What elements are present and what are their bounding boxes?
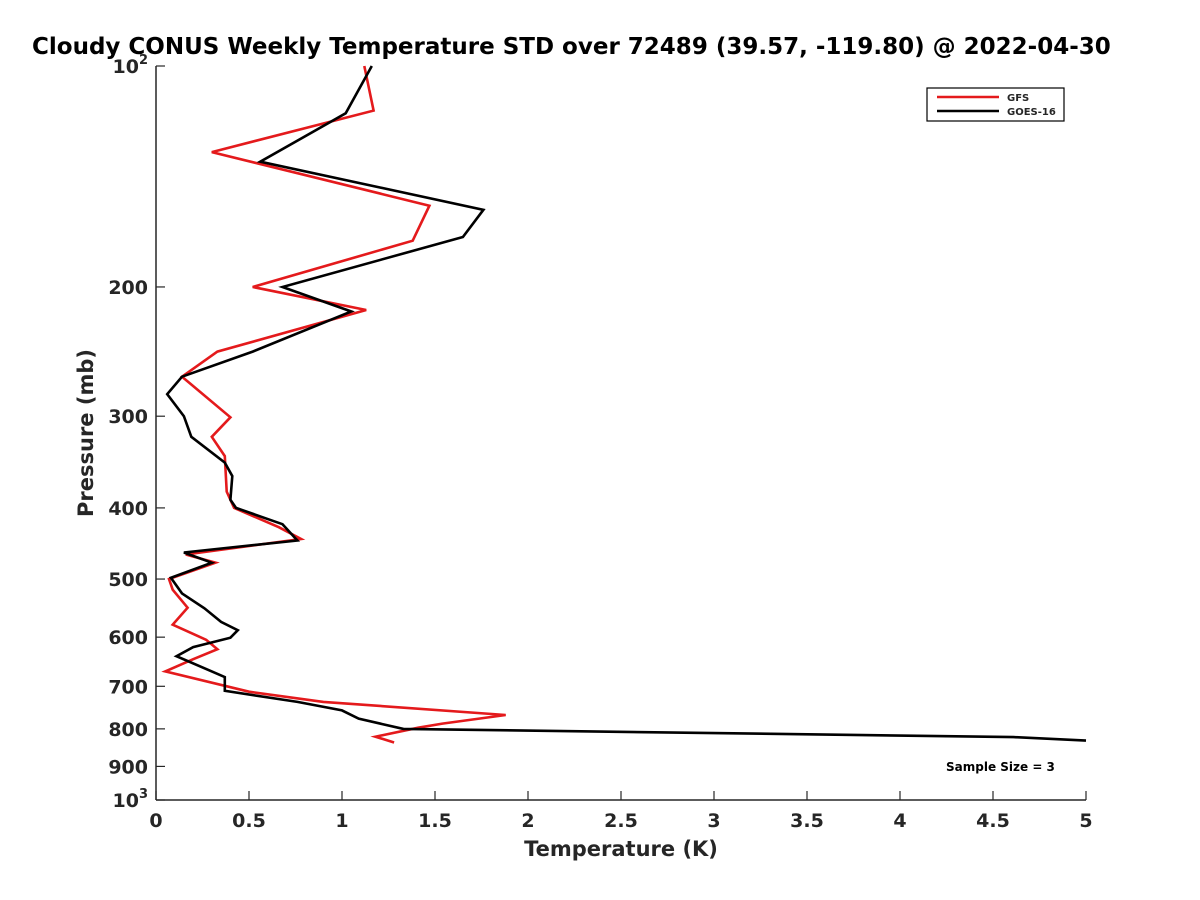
y-tick-label-exponent: 2 (139, 53, 148, 68)
x-tick-label: 3 (707, 810, 720, 832)
y-tick-label: 103 (113, 787, 149, 812)
plot-frame (155, 66, 1086, 801)
y-tick-label-base: 500 (108, 569, 148, 591)
x-tick-label: 4 (893, 810, 906, 832)
y-tick-label: 400 (108, 498, 148, 520)
x-tick-label: 5 (1079, 810, 1092, 832)
y-tick-label-base: 700 (108, 676, 148, 698)
legend-entry-label: GFS (1007, 93, 1029, 104)
y-tick-label-base: 10 (113, 56, 139, 78)
y-tick-label-base: 400 (108, 498, 148, 520)
x-tick-label: 2.5 (604, 810, 638, 832)
y-tick-label: 600 (108, 627, 148, 649)
legend-box (926, 87, 1065, 122)
legend: GFS GOES-16 (926, 87, 1065, 122)
x-axis-ticks: 0 0.5 1 1.5 2 2.5 3 3.5 4 4.5 5 (149, 791, 1093, 832)
legend-entry-label: GOES-16 (1007, 107, 1056, 118)
x-tick-label: 3.5 (790, 810, 824, 832)
x-axis-label: Temperature (K) (524, 837, 718, 861)
y-tick-label-base: 800 (108, 719, 148, 741)
y-tick-label-base: 10 (113, 790, 139, 812)
y-tick-label: 102 (113, 53, 149, 78)
y-axis-label: Pressure (mb) (74, 349, 98, 517)
x-tick-label: 4.5 (976, 810, 1010, 832)
x-tick-label: 1 (335, 810, 348, 832)
y-tick-label-base: 900 (108, 756, 148, 778)
series-line-goes-16 (165, 65, 1087, 742)
x-tick-label: 0 (149, 810, 162, 832)
y-tick-label-base: 200 (108, 277, 148, 299)
x-tick-label: 0.5 (232, 810, 266, 832)
chart-title: Cloudy CONUS Weekly Temperature STD over… (32, 34, 1111, 60)
x-tick-label: 2 (521, 810, 534, 832)
y-tick-label-base: 600 (108, 627, 148, 649)
y-tick-label-base: 300 (108, 406, 148, 428)
x-tick-label: 1.5 (418, 810, 452, 832)
y-tick-label: 800 (108, 719, 148, 741)
y-tick-label: 200 (108, 277, 148, 299)
y-tick-label: 300 (108, 406, 148, 428)
y-tick-label: 900 (108, 756, 148, 778)
series-group (161, 65, 1087, 744)
sample-size-annotation: Sample Size = 3 (946, 760, 1055, 774)
y-tick-label-exponent: 3 (139, 787, 148, 802)
y-tick-label: 700 (108, 676, 148, 698)
y-tick-label: 500 (108, 569, 148, 591)
